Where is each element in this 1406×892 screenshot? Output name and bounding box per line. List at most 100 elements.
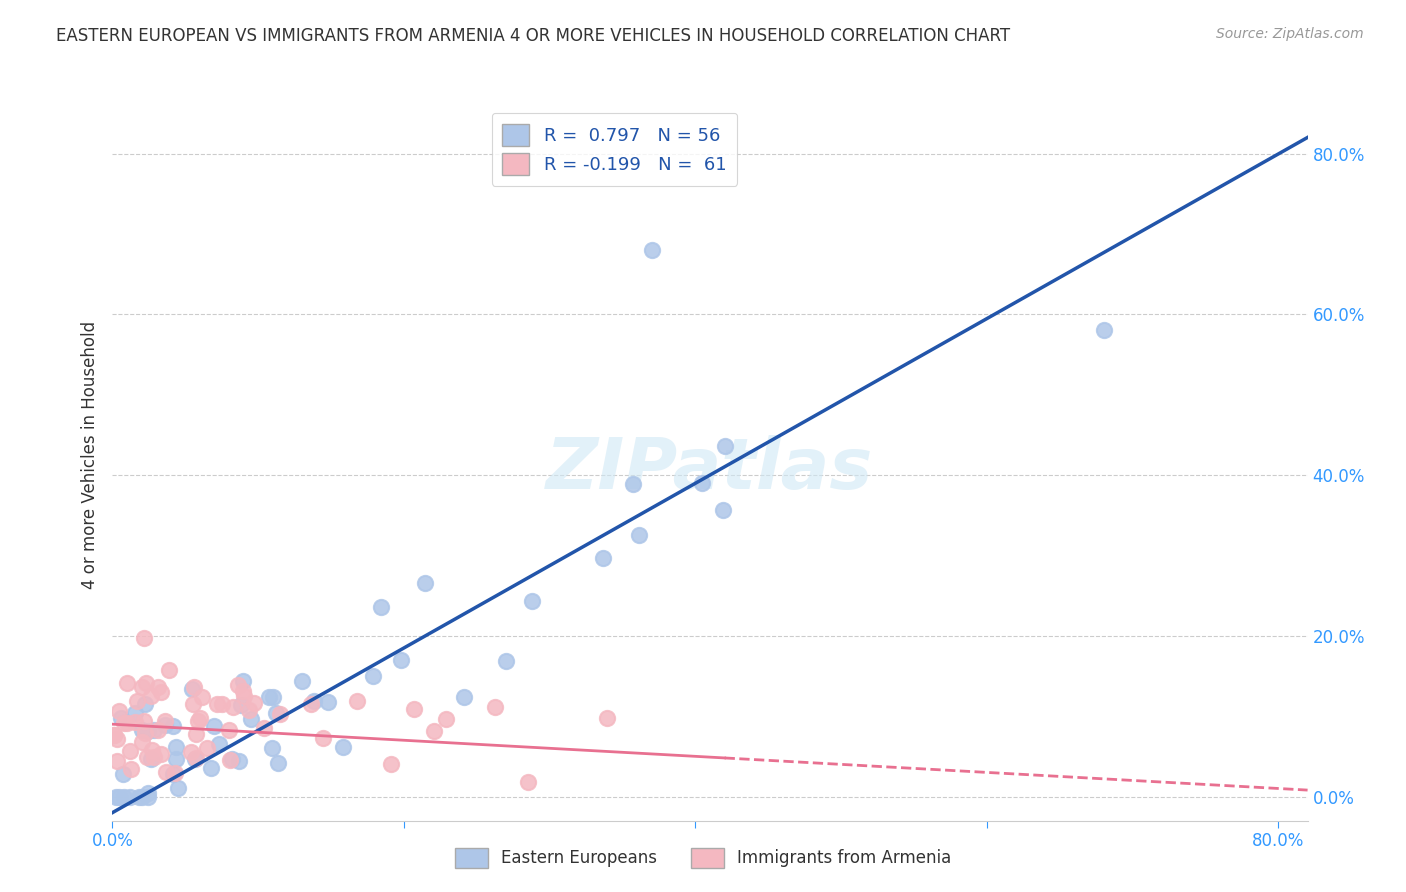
Y-axis label: 4 or more Vehicles in Household: 4 or more Vehicles in Household bbox=[80, 321, 98, 589]
Point bbox=[299, 697, 322, 711]
Point bbox=[165, 766, 187, 780]
Point bbox=[107, 704, 129, 718]
Point bbox=[134, 631, 156, 645]
Point bbox=[205, 697, 228, 711]
Point bbox=[120, 789, 142, 804]
Point bbox=[187, 714, 209, 728]
Point bbox=[195, 740, 218, 755]
Point bbox=[316, 695, 339, 709]
Point bbox=[150, 685, 173, 699]
Point bbox=[146, 680, 169, 694]
Point bbox=[103, 728, 125, 742]
Point bbox=[115, 716, 138, 731]
Point bbox=[120, 762, 142, 776]
Point bbox=[134, 714, 156, 728]
Point bbox=[124, 706, 146, 721]
Point bbox=[149, 747, 172, 761]
Point bbox=[184, 727, 207, 741]
Point bbox=[124, 715, 146, 730]
Point bbox=[517, 774, 540, 789]
Point bbox=[153, 714, 176, 728]
Point bbox=[105, 754, 128, 768]
Point bbox=[112, 716, 135, 731]
Point bbox=[112, 789, 135, 804]
Point bbox=[453, 690, 475, 705]
Point bbox=[165, 752, 187, 766]
Point bbox=[711, 503, 734, 517]
Point bbox=[262, 740, 284, 755]
Point bbox=[413, 576, 436, 591]
Point bbox=[107, 789, 129, 804]
Point bbox=[143, 723, 166, 737]
Point bbox=[186, 750, 208, 764]
Point bbox=[714, 439, 737, 453]
Point bbox=[143, 749, 166, 764]
Point bbox=[105, 789, 128, 804]
Point bbox=[231, 684, 253, 698]
Point bbox=[627, 528, 650, 542]
Point bbox=[211, 698, 233, 712]
Point bbox=[621, 477, 644, 491]
Text: ZIPatlas: ZIPatlas bbox=[547, 435, 873, 504]
Point bbox=[131, 735, 153, 749]
Point bbox=[191, 690, 214, 704]
Point bbox=[136, 749, 159, 764]
Point bbox=[232, 674, 254, 689]
Point bbox=[165, 740, 187, 755]
Point bbox=[166, 780, 188, 795]
Point bbox=[267, 756, 290, 771]
Point bbox=[243, 696, 266, 710]
Point bbox=[218, 723, 240, 738]
Point bbox=[136, 789, 159, 804]
Point bbox=[155, 764, 177, 779]
Point bbox=[117, 676, 139, 690]
Point bbox=[346, 694, 368, 708]
Point bbox=[592, 551, 614, 566]
Point bbox=[495, 654, 517, 668]
Point bbox=[180, 746, 202, 760]
Point bbox=[208, 737, 231, 751]
Point bbox=[139, 689, 162, 703]
Point bbox=[291, 674, 314, 689]
Point bbox=[264, 706, 287, 720]
Point bbox=[363, 668, 385, 682]
Point bbox=[200, 761, 222, 775]
Point bbox=[202, 719, 225, 733]
Point bbox=[131, 789, 153, 804]
Point bbox=[162, 719, 184, 733]
Text: Source: ZipAtlas.com: Source: ZipAtlas.com bbox=[1216, 27, 1364, 41]
Point bbox=[332, 740, 354, 755]
Point bbox=[391, 652, 413, 666]
Point bbox=[380, 757, 402, 772]
Point bbox=[596, 711, 619, 725]
Point bbox=[1092, 323, 1115, 337]
Point bbox=[111, 767, 134, 781]
Point bbox=[134, 697, 156, 711]
Point bbox=[153, 718, 176, 732]
Point bbox=[222, 699, 245, 714]
Point bbox=[218, 753, 240, 767]
Point bbox=[253, 721, 276, 735]
Point bbox=[110, 711, 132, 725]
Point bbox=[190, 711, 212, 725]
Point bbox=[135, 676, 157, 690]
Text: EASTERN EUROPEAN VS IMMIGRANTS FROM ARMENIA 4 OR MORE VEHICLES IN HOUSEHOLD CORR: EASTERN EUROPEAN VS IMMIGRANTS FROM ARME… bbox=[56, 27, 1011, 45]
Point bbox=[312, 731, 335, 745]
Point bbox=[233, 690, 256, 704]
Point bbox=[370, 600, 392, 615]
Point bbox=[434, 712, 457, 726]
Point bbox=[484, 700, 506, 714]
Point bbox=[125, 694, 148, 708]
Point bbox=[221, 752, 243, 766]
Point bbox=[183, 752, 205, 766]
Point bbox=[141, 752, 163, 766]
Point bbox=[128, 789, 150, 804]
Legend: R =  0.797   N = 56, R = -0.199   N =  61: R = 0.797 N = 56, R = -0.199 N = 61 bbox=[492, 113, 737, 186]
Point bbox=[134, 726, 156, 740]
Point bbox=[269, 707, 291, 722]
Point bbox=[183, 680, 205, 694]
Point bbox=[131, 680, 153, 694]
Point bbox=[118, 744, 141, 758]
Point bbox=[136, 786, 159, 800]
Point bbox=[641, 243, 664, 257]
